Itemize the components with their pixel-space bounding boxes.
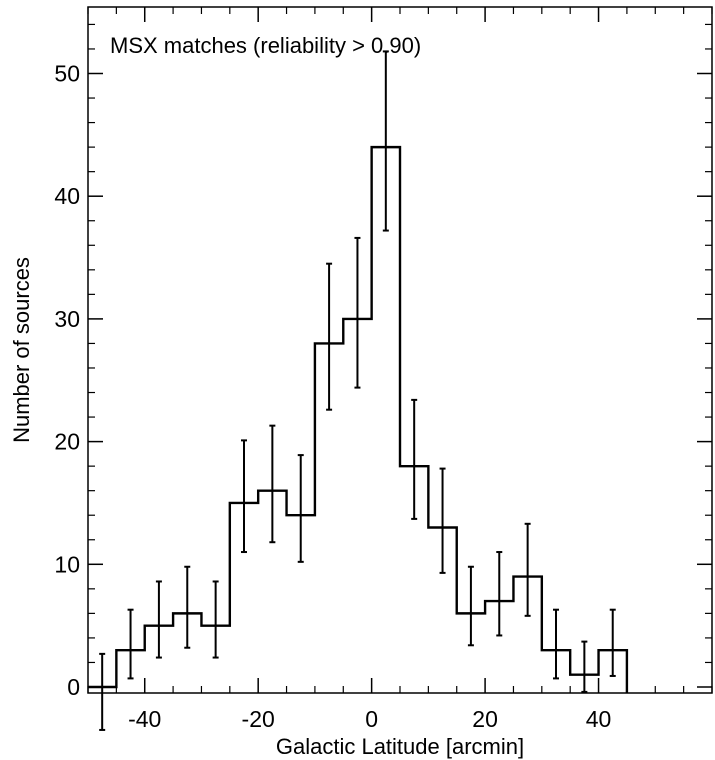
y-tick-label: 40: [54, 183, 80, 209]
error-bar: [354, 236, 361, 389]
chart-annotation: MSX matches (reliability > 0.90): [110, 33, 421, 58]
error-bar: [581, 640, 588, 693]
error-bar: [297, 454, 304, 563]
error-bar: [609, 608, 616, 677]
y-tick-label: 30: [54, 306, 80, 332]
y-axis-label: Number of sources: [9, 257, 34, 443]
error-bars: [99, 50, 616, 731]
error-bar: [155, 580, 162, 659]
error-bar: [127, 608, 134, 680]
x-tick-label: -20: [242, 706, 275, 732]
error-bar: [553, 608, 559, 680]
error-bar: [269, 424, 276, 544]
x-tick-labels: -40 -20 0 20 40: [128, 706, 611, 732]
x-tick-label: 20: [472, 706, 498, 732]
x-tick-label: 0: [365, 706, 378, 732]
error-bar: [99, 652, 106, 731]
x-tick-label: -40: [128, 706, 161, 732]
error-bar: [467, 565, 474, 647]
y-tick-label: 0: [67, 674, 80, 700]
error-bar: [411, 398, 418, 520]
y-tick-labels: 0 10 20 30 40 50: [54, 61, 80, 701]
y-tick-label: 10: [54, 551, 80, 577]
y-tick-label: 50: [54, 61, 80, 87]
error-bar: [241, 439, 247, 554]
x-tick-label: 40: [586, 706, 612, 732]
minor-ticks: [87, 7, 713, 693]
error-bar: [326, 262, 333, 411]
histogram-series: [88, 145, 629, 693]
error-bar: [439, 467, 446, 574]
error-bar: [496, 551, 503, 637]
x-axis-label: Galactic Latitude [arcmin]: [276, 734, 524, 759]
error-bar: [184, 565, 191, 649]
error-bar: [382, 50, 389, 232]
error-bar: [212, 580, 219, 659]
error-bar: [524, 522, 531, 617]
y-tick-label: 20: [54, 429, 80, 455]
